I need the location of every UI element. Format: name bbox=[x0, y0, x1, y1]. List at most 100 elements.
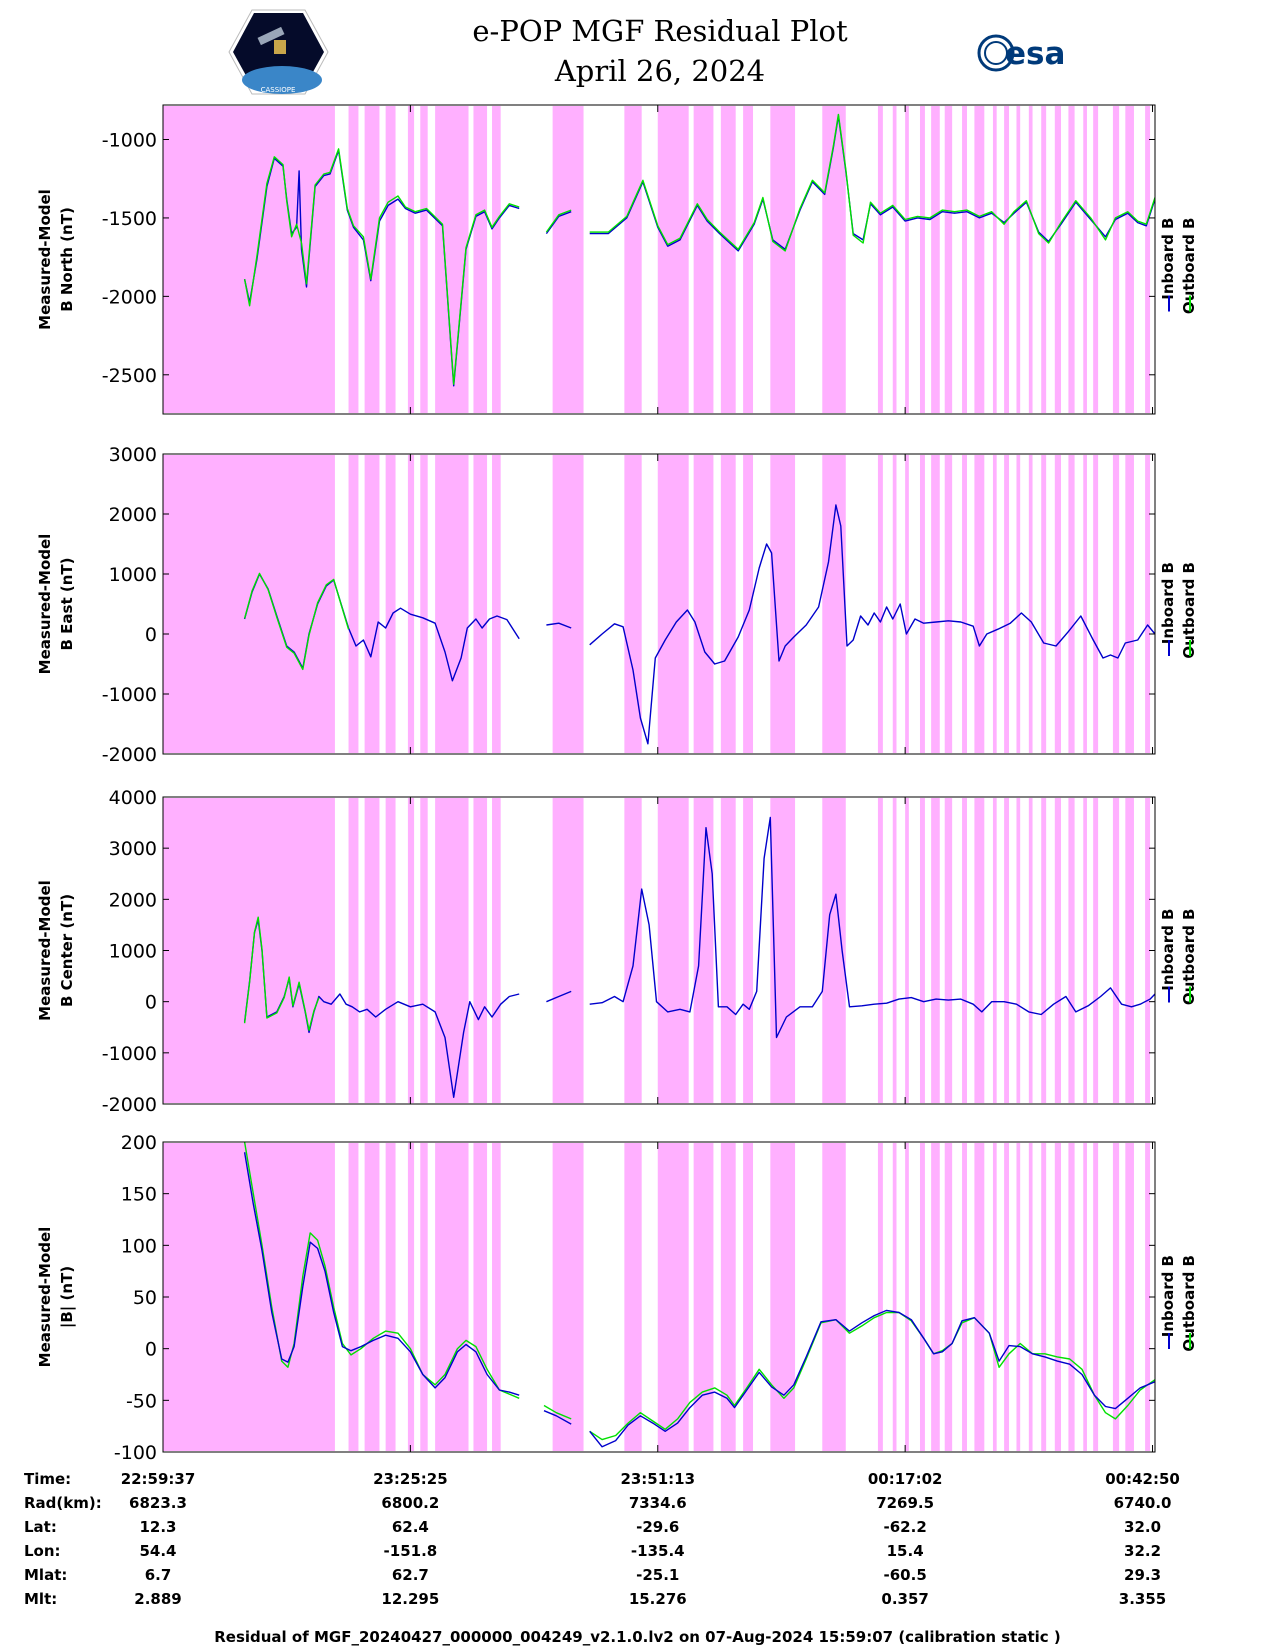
gap-shading bbox=[919, 106, 925, 413]
gap-shading bbox=[348, 1143, 359, 1451]
gap-shading bbox=[892, 1143, 897, 1451]
gap-shading bbox=[1093, 106, 1099, 413]
gap-shading bbox=[364, 106, 380, 413]
time-value: 23:25:25 bbox=[373, 1470, 448, 1488]
orbit-value: 32.2 bbox=[1124, 1542, 1161, 1560]
y-tick-label: 200 bbox=[121, 1132, 157, 1154]
inboard-b-line bbox=[243, 1152, 520, 1396]
time-value: 00:42:50 bbox=[1105, 1470, 1180, 1488]
gap-shading bbox=[1028, 798, 1033, 1103]
orbit-value: 7269.5 bbox=[876, 1494, 934, 1512]
gap-shading bbox=[364, 798, 380, 1103]
outboard-b-line bbox=[243, 572, 350, 671]
legend-label: Outboard B bbox=[1180, 1255, 1198, 1352]
inboard-b-line bbox=[543, 1410, 572, 1425]
gap-shading bbox=[693, 1143, 714, 1451]
gap-shading bbox=[770, 1143, 796, 1451]
orbit-value: 6823.3 bbox=[129, 1494, 187, 1512]
y-axis-label: B Center (nT) bbox=[58, 894, 76, 1007]
outboard-b-line bbox=[545, 209, 572, 233]
gap-shading bbox=[1145, 798, 1151, 1103]
gap-shading bbox=[1145, 106, 1151, 413]
gap-shading bbox=[657, 106, 689, 413]
gap-shading bbox=[822, 798, 846, 1103]
panel-1: -2500 -2000 -1500 -1000 Measured-Model B Nort… bbox=[36, 104, 1198, 415]
gap-shading bbox=[974, 1143, 985, 1451]
y-axis-label: B North (nT) bbox=[58, 207, 76, 312]
outboard-b-line bbox=[243, 916, 320, 1032]
gap-shading bbox=[992, 1143, 997, 1451]
gap-shading bbox=[385, 106, 396, 413]
gap-shading bbox=[473, 1143, 488, 1451]
inboard-b-line bbox=[546, 990, 572, 1003]
orbit-value: -29.6 bbox=[636, 1518, 679, 1536]
y-tick-label: -2000 bbox=[102, 286, 157, 308]
orbit-value: -135.4 bbox=[631, 1542, 685, 1560]
footer-caption: Residual of MGF_20240427_000000_004249_v… bbox=[214, 1628, 1061, 1646]
gap-shading bbox=[473, 798, 488, 1103]
gap-shading bbox=[962, 1143, 967, 1451]
gap-shading bbox=[892, 455, 897, 753]
legend-label: Inboard B bbox=[1159, 909, 1177, 991]
gap-shading bbox=[770, 455, 796, 753]
esa-logo: esa bbox=[977, 34, 1065, 72]
gap-shading bbox=[720, 455, 736, 753]
gap-shading bbox=[931, 798, 940, 1103]
gap-shading bbox=[163, 798, 335, 1103]
y-axis-label: B East (nT) bbox=[58, 558, 76, 651]
gap-shading bbox=[420, 106, 428, 413]
orbit-value: 54.4 bbox=[139, 1542, 176, 1560]
gap-shading bbox=[552, 455, 584, 753]
orbit-value: 6800.2 bbox=[381, 1494, 439, 1512]
gap-shading bbox=[877, 1143, 883, 1451]
orbit-value: 3.355 bbox=[1119, 1590, 1166, 1608]
gap-shading bbox=[743, 455, 754, 753]
gap-shading bbox=[877, 106, 883, 413]
gap-shading bbox=[624, 106, 642, 413]
panel-2: -2000 -1000 0 1000 2000 3000 Measured-Model B E… bbox=[36, 444, 1198, 766]
gap-shading bbox=[1093, 798, 1099, 1103]
y-tick-label: 0 bbox=[145, 624, 157, 646]
gap-shading bbox=[743, 798, 754, 1103]
y-axis-label: |B| (nT) bbox=[58, 1266, 77, 1328]
y-axis-label: Measured-Model bbox=[36, 880, 54, 1021]
gap-shading bbox=[385, 798, 396, 1103]
inboard-b-line bbox=[243, 573, 520, 682]
row-label: Mlt: bbox=[24, 1590, 57, 1608]
time-value: 22:59:37 bbox=[121, 1470, 196, 1488]
gap-shading bbox=[1004, 106, 1010, 413]
gap-shading bbox=[657, 798, 689, 1103]
gap-shading bbox=[905, 1143, 909, 1451]
legend-label: Outboard B bbox=[1180, 909, 1198, 1006]
orbit-value: 7334.6 bbox=[629, 1494, 687, 1512]
gap-shading bbox=[1112, 106, 1120, 413]
gap-shading bbox=[473, 455, 488, 753]
gap-shading bbox=[1112, 1143, 1120, 1451]
gap-shading bbox=[822, 1143, 846, 1451]
gap-shading bbox=[420, 1143, 428, 1451]
gap-shading bbox=[1068, 106, 1075, 413]
gap-shading bbox=[1016, 106, 1021, 413]
y-tick-label: -2000 bbox=[102, 1094, 157, 1116]
gap-shading bbox=[407, 455, 415, 753]
outboard-b-line bbox=[243, 148, 520, 385]
gap-shading bbox=[693, 798, 714, 1103]
gap-shading bbox=[407, 106, 415, 413]
gap-shading bbox=[962, 455, 967, 753]
gap-shading bbox=[1068, 455, 1075, 753]
y-tick-label: -100 bbox=[114, 1442, 157, 1464]
time-value: 23:51:13 bbox=[620, 1470, 695, 1488]
orbit-value: -60.5 bbox=[884, 1566, 927, 1584]
gap-shading bbox=[435, 798, 469, 1103]
gap-shading bbox=[1068, 798, 1075, 1103]
gap-shading bbox=[944, 798, 953, 1103]
gap-shading bbox=[1145, 1143, 1151, 1451]
gap-shading bbox=[348, 455, 359, 753]
gap-shading bbox=[892, 106, 897, 413]
gap-shading bbox=[163, 1143, 335, 1451]
gap-shading bbox=[492, 798, 501, 1103]
gap-shading bbox=[992, 798, 997, 1103]
gap-shading bbox=[492, 1143, 501, 1451]
row-label: Lon: bbox=[24, 1542, 61, 1560]
legend-label: Outboard B bbox=[1180, 562, 1198, 659]
